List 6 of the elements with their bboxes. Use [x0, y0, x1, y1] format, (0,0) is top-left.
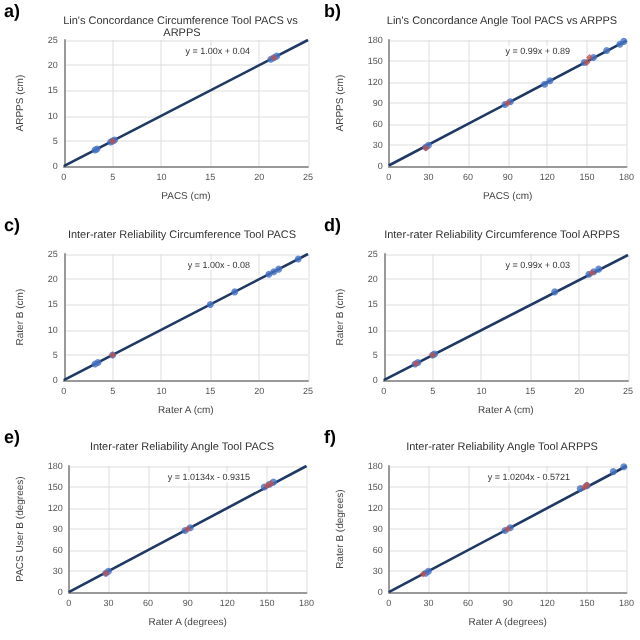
- text: a): [4, 1, 21, 21]
- text: f): [324, 427, 336, 447]
- text: b): [324, 1, 341, 21]
- text: e): [4, 427, 21, 447]
- text: c): [4, 215, 21, 235]
- text: d): [324, 215, 341, 235]
